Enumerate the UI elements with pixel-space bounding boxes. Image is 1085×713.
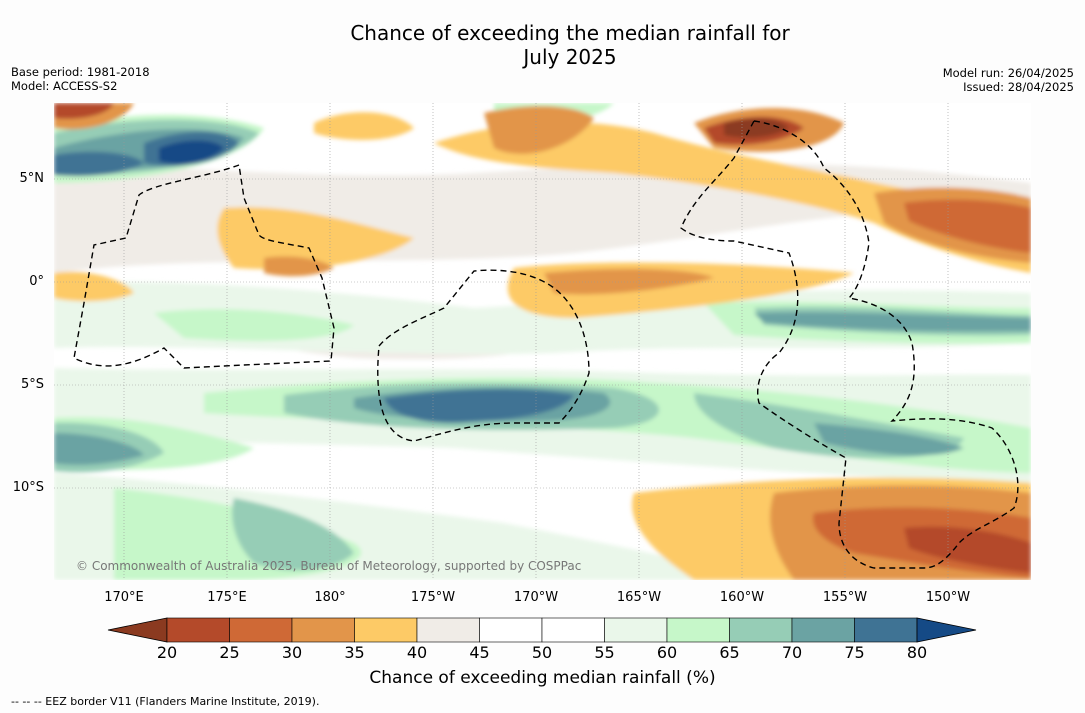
darkteal-area xyxy=(54,433,144,465)
colorbar-cell xyxy=(791,617,855,643)
issued-date: Issued: 28/04/2025 xyxy=(963,80,1074,94)
model-run: Model run: 26/04/2025 xyxy=(942,66,1074,80)
base-period: Base period: 1981-2018 xyxy=(11,65,150,79)
colorbar-lower-extension xyxy=(107,617,168,643)
yellow-area xyxy=(434,122,1031,273)
rainfall-field xyxy=(54,103,1031,580)
teal-area xyxy=(232,498,354,571)
eez-border xyxy=(377,269,590,442)
lon-label-175w: 175°W xyxy=(410,590,456,605)
yellow-area xyxy=(54,271,134,302)
lat-label-5n: 5°N xyxy=(19,171,45,186)
darkteal-area xyxy=(814,423,964,456)
colorbar-label: Chance of exceeding median rainfall (%) xyxy=(369,668,716,688)
lon-label-155w: 155°W xyxy=(822,590,868,605)
lat-label-5s: 5°S xyxy=(20,377,44,392)
colorbar-cell xyxy=(354,617,418,643)
yellow-area xyxy=(314,112,414,140)
darkteal-area xyxy=(754,312,1031,332)
eez-footnote: -- -- -- EEZ border V11 (Flanders Marine… xyxy=(11,695,320,708)
meta-right: Model run: 26/04/2025 Issued: 28/04/2025 xyxy=(943,66,1074,94)
darkorange-area xyxy=(904,199,1031,253)
green-area xyxy=(154,309,354,341)
navy-area xyxy=(159,140,224,165)
colorbar-cell xyxy=(666,617,730,643)
colorbar-cell xyxy=(541,617,605,643)
darkorange-area xyxy=(904,526,1031,573)
colorbar-upper-extension xyxy=(916,617,977,643)
yellow-area xyxy=(217,207,414,270)
lon-label-150w: 150°W xyxy=(925,590,971,605)
meta-left: Base period: 1981-2018 Model: ACCESS-S2 xyxy=(11,65,150,93)
blue-area xyxy=(54,151,144,177)
colorbar-cell xyxy=(166,617,230,643)
map-title: Chance of exceeding the median rainfall … xyxy=(0,21,1085,69)
colorbar-tick-label: 35 xyxy=(344,643,365,662)
colorbar-cell xyxy=(854,617,918,643)
copyright-text: © Commonwealth of Australia 2025, Bureau… xyxy=(76,559,581,573)
colorbar-tick-label: 45 xyxy=(469,643,490,662)
title-line-1: Chance of exceeding the median rainfall … xyxy=(350,21,790,45)
colorbar-cell xyxy=(291,617,355,643)
colorbar-tick-label: 40 xyxy=(406,643,428,662)
lon-label-175e: 175°E xyxy=(207,590,247,605)
eez-borders xyxy=(73,120,1019,569)
colorbar-tick-label: 60 xyxy=(656,643,678,662)
colorbar-cell xyxy=(416,617,480,643)
colorbar-tick-label: 70 xyxy=(781,643,803,662)
colorbar-cell xyxy=(604,617,668,643)
orange-area xyxy=(264,256,334,277)
colorbar-tick-label: 50 xyxy=(531,643,553,662)
colorbar-tick-label: 55 xyxy=(594,643,615,662)
lon-label-170e: 170°E xyxy=(104,590,144,605)
orange-area xyxy=(484,106,594,154)
lon-label-165w: 165°W xyxy=(616,590,662,605)
brown-area xyxy=(724,118,789,138)
gridlines xyxy=(54,103,1031,580)
lon-label-170w: 170°W xyxy=(513,590,559,605)
blue-area xyxy=(384,389,574,423)
colorbar-tick-label: 20 xyxy=(156,643,178,662)
colorbar-tick-label: 65 xyxy=(719,643,740,662)
colorbar-cell xyxy=(729,617,793,643)
lon-label-180: 180° xyxy=(314,590,346,605)
orange-area xyxy=(544,268,714,295)
colorbar xyxy=(107,617,977,643)
model-name: Model: ACCESS-S2 xyxy=(11,79,118,93)
rainfall-map: © Commonwealth of Australia 2025, Bureau… xyxy=(54,103,1031,580)
colorbar-tick-label: 25 xyxy=(219,643,240,662)
darkorange-area xyxy=(54,103,114,119)
title-line-2: July 2025 xyxy=(523,45,617,69)
colorbar-cell xyxy=(479,617,543,643)
eez-border xyxy=(680,120,1019,569)
colorbar-tick-label: 30 xyxy=(281,643,303,662)
colorbar-tick-label: 80 xyxy=(906,643,928,662)
eez-border xyxy=(73,164,335,369)
lat-label-0: 0° xyxy=(29,274,44,289)
lat-label-10s: 10°S xyxy=(12,480,44,495)
lon-label-160w: 160°W xyxy=(719,590,765,605)
colorbar-cell xyxy=(229,617,293,643)
colorbar-cells xyxy=(107,617,977,643)
colorbar-tick-label: 75 xyxy=(844,643,865,662)
